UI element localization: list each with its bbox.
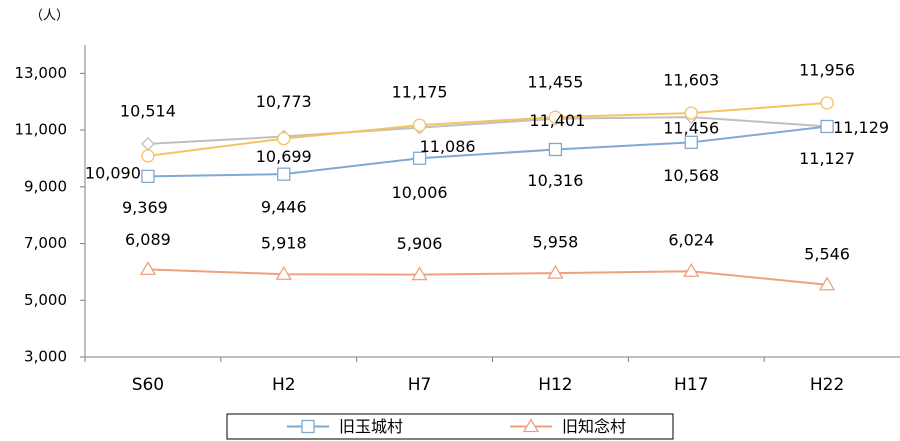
y-tick-label: 11,000 <box>15 121 68 139</box>
data-label: 5,918 <box>261 234 307 253</box>
series-line <box>147 125 828 178</box>
data-label: 9,446 <box>261 198 307 217</box>
series-line <box>147 101 828 157</box>
data-label: 10,773 <box>256 92 312 111</box>
data-label: 11,455 <box>527 73 583 92</box>
data-label: 11,127 <box>799 149 855 168</box>
data-point <box>140 136 155 151</box>
data-point <box>411 266 428 281</box>
series-line <box>147 116 828 145</box>
legend-marker <box>301 419 315 434</box>
data-label: 10,699 <box>256 147 312 166</box>
data-point <box>139 261 157 276</box>
data-label: 9,369 <box>122 198 168 217</box>
data-point <box>548 142 563 157</box>
data-label: 11,175 <box>392 83 448 102</box>
data-point <box>548 110 563 124</box>
data-label: 6,089 <box>125 230 171 249</box>
data-label: 5,546 <box>804 244 850 263</box>
x-tick-label: H17 <box>674 375 708 395</box>
data-point <box>684 106 698 120</box>
y-tick-label: 5,000 <box>24 291 67 309</box>
data-label: 11,401 <box>529 111 585 130</box>
x-tick-label: H12 <box>538 375 572 395</box>
data-point <box>141 169 155 184</box>
y-axis-unit: （人） <box>30 9 69 24</box>
data-label: 11,129 <box>833 118 889 137</box>
data-point <box>547 264 564 279</box>
data-label: 11,956 <box>799 60 855 79</box>
legend: 旧玉城村 旧知念村 <box>226 413 674 440</box>
data-label: 11,086 <box>420 137 476 156</box>
legend-label: 旧玉城村 <box>339 417 403 436</box>
data-point <box>141 149 155 163</box>
data-point <box>277 167 291 181</box>
x-tick-label: H22 <box>810 375 844 395</box>
data-point <box>277 131 291 146</box>
data-label: 6,024 <box>668 231 714 250</box>
data-point <box>818 276 836 291</box>
data-label: 10,568 <box>663 166 719 185</box>
data-point <box>820 96 834 110</box>
x-tick-label: H2 <box>272 375 296 395</box>
x-tick-label: H7 <box>408 375 432 395</box>
data-point <box>275 265 292 280</box>
data-label: 11,603 <box>663 70 719 89</box>
legend-marker <box>522 418 540 433</box>
legend-label: 旧知念村 <box>562 417 626 436</box>
data-point <box>684 135 698 149</box>
data-point <box>820 119 834 134</box>
data-label: 10,316 <box>527 171 583 190</box>
y-tick-label: 13,000 <box>15 64 68 82</box>
y-tick-label: 9,000 <box>24 177 67 195</box>
data-point <box>683 262 700 277</box>
data-label: 11,456 <box>663 119 719 138</box>
data-label: 5,958 <box>533 233 579 252</box>
data-point <box>412 118 427 132</box>
data-label: 5,906 <box>397 234 443 253</box>
y-tick-label: 7,000 <box>24 234 67 252</box>
series-line <box>147 268 828 286</box>
data-label: 10,006 <box>392 183 448 202</box>
data-label: 10,090 <box>85 163 141 182</box>
y-tick-label: 3,000 <box>24 348 67 366</box>
x-tick-label: S60 <box>132 375 164 395</box>
data-point <box>412 151 427 165</box>
data-label: 10,514 <box>120 101 176 120</box>
